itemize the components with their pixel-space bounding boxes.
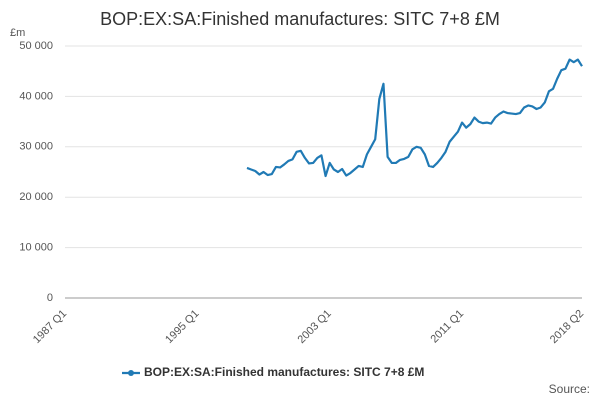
y-tick-label: 50 000 bbox=[19, 40, 53, 52]
chart-title: BOP:EX:SA:Finished manufactures: SITC 7+… bbox=[100, 9, 500, 29]
y-tick-label: 0 bbox=[47, 292, 53, 304]
y-tick-label: 20 000 bbox=[19, 191, 53, 203]
y-tick-label: 40 000 bbox=[19, 90, 53, 102]
x-tick-label: 2003 Q1 bbox=[296, 308, 334, 346]
x-tick-label: 1987 Q1 bbox=[31, 308, 69, 346]
legend-marker bbox=[128, 370, 134, 376]
legend-label: BOP:EX:SA:Finished manufactures: SITC 7+… bbox=[144, 365, 424, 379]
y-tick-label: 10 000 bbox=[19, 242, 53, 254]
y-unit: £m bbox=[10, 27, 25, 39]
x-tick-label: 2018 Q2 bbox=[548, 308, 586, 346]
source: Source: bbox=[549, 382, 590, 396]
y-tick-label: 30 000 bbox=[19, 141, 53, 153]
data-line bbox=[246, 58, 583, 178]
x-tick-label: 1995 Q1 bbox=[163, 308, 201, 346]
x-tick-label: 2011 Q1 bbox=[428, 308, 466, 346]
